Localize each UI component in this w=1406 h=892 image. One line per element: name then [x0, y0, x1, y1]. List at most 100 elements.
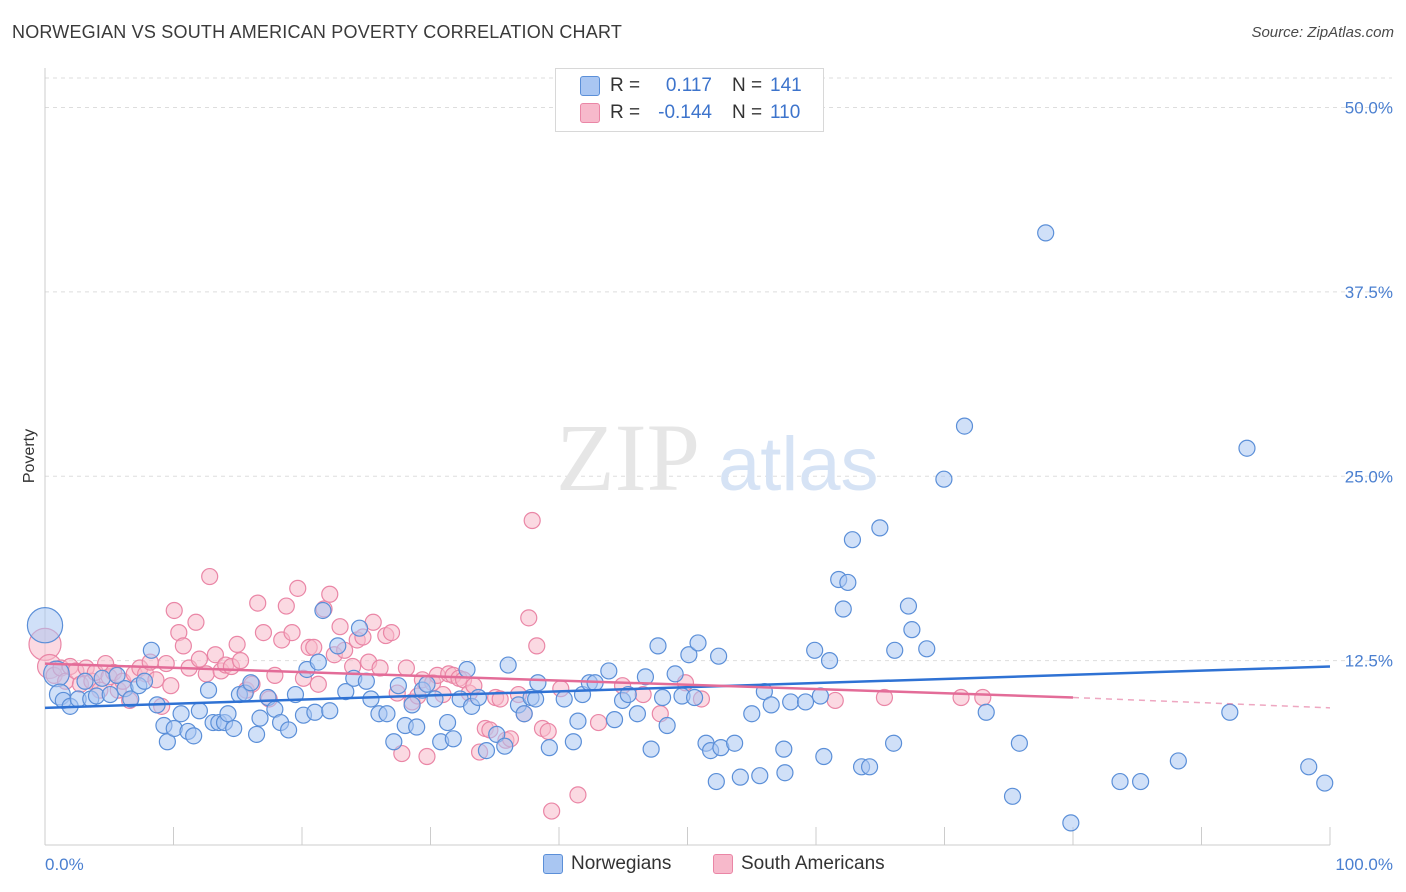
norwegian-point	[529, 674, 547, 692]
south-american-point	[331, 618, 349, 636]
norwegian-point	[225, 719, 243, 738]
south-american-trend-line	[44, 662, 1074, 699]
blue-swatch-icon	[543, 854, 563, 874]
legend-item-south-americans[interactable]: South Americans	[713, 852, 885, 876]
south-american-point	[523, 511, 541, 530]
south-american-point	[382, 623, 401, 642]
y-axis-label: Poverty	[21, 429, 38, 483]
norwegian-point	[806, 641, 824, 659]
norwegian-point	[93, 669, 111, 687]
norwegian-point	[444, 730, 462, 748]
norwegian-point	[935, 470, 953, 488]
south-american-trend-extension	[1072, 696, 1331, 709]
south-american-point	[875, 688, 894, 707]
r-label: R =	[610, 102, 641, 123]
south-american-point	[206, 646, 225, 664]
norwegian-point	[314, 601, 332, 620]
norwegian-point	[438, 713, 457, 732]
norwegian-point	[843, 531, 862, 549]
legend-label-norwegians: Norwegians	[571, 853, 672, 874]
south-american-point	[393, 744, 411, 763]
norwegian-point	[839, 573, 857, 592]
south-american-point	[543, 802, 561, 820]
norwegian-point	[628, 705, 647, 723]
norwegian-point	[782, 693, 800, 711]
norwegian-point	[306, 703, 324, 721]
norwegian-point	[389, 677, 407, 695]
norwegian-point	[247, 725, 266, 743]
norwegian-trend-line	[44, 665, 1331, 710]
legend-row-south-americans: R = -0.144 N = 110	[580, 100, 800, 126]
legend-item-norwegians[interactable]: Norwegians	[543, 852, 671, 876]
norwegian-point	[605, 711, 624, 729]
r-value: 0.117	[665, 75, 712, 96]
norwegian-point	[884, 734, 903, 752]
norwegian-point	[636, 668, 655, 686]
y-tick-label: 12.5%	[1345, 652, 1393, 671]
norwegian-point	[619, 685, 637, 704]
norwegian-point	[350, 619, 369, 637]
norwegian-point	[685, 688, 704, 707]
y-tick-label: 37.5%	[1345, 283, 1393, 302]
pink-swatch-icon	[713, 854, 733, 874]
norwegian-point	[1037, 224, 1055, 242]
south-american-point	[254, 623, 273, 642]
norwegian-point	[251, 709, 269, 727]
x-tick-label: 0.0%	[45, 855, 84, 874]
watermark-zip: ZIP	[556, 404, 700, 511]
norwegian-point	[707, 772, 725, 791]
norwegian-point	[564, 733, 582, 751]
norwegian-point	[378, 705, 396, 723]
norwegian-point	[886, 641, 904, 659]
south-american-point	[249, 594, 267, 612]
norwegian-point	[185, 727, 203, 745]
norwegian-point	[426, 690, 444, 708]
watermark: ZIP atlas	[556, 404, 879, 511]
south-american-point	[187, 613, 205, 631]
norwegian-point	[555, 690, 573, 708]
norwegian-point	[76, 672, 94, 690]
norwegian-point	[680, 646, 698, 664]
norwegian-point	[540, 739, 558, 757]
norwegian-point	[918, 640, 936, 658]
norwegian-point	[418, 675, 436, 693]
y-tick-label: 25.0%	[1345, 467, 1393, 486]
south-american-point	[231, 652, 250, 670]
norwegian-point	[569, 712, 587, 730]
norwegian-point	[1111, 772, 1129, 791]
south-american-point	[174, 637, 192, 655]
tick-labels: 12.5% 25.0% 37.5% 50.0% 0.0% 100.0%	[45, 99, 1393, 875]
norwegian-point	[496, 737, 514, 755]
norwegian-point	[403, 696, 421, 714]
data-points	[26, 224, 1334, 832]
norwegian-point	[101, 685, 119, 704]
norwegian-point	[199, 681, 218, 699]
norwegian-point	[731, 768, 749, 786]
norwegian-point	[796, 693, 815, 711]
south-american-point	[165, 601, 183, 620]
norwegian-point	[653, 688, 672, 707]
south-american-point	[321, 585, 339, 603]
norwegian-point	[329, 637, 347, 655]
south-american-point	[418, 747, 436, 766]
south-american-point	[371, 659, 389, 677]
r-label: R =	[610, 75, 641, 96]
y-tick-label: 50.0%	[1345, 99, 1393, 118]
norwegian-point	[142, 641, 160, 659]
norwegian-point	[726, 734, 744, 752]
norwegian-point	[642, 740, 660, 758]
norwegian-point	[751, 767, 769, 785]
norwegian-point	[903, 621, 921, 639]
norwegian-point	[860, 758, 879, 776]
south-american-point	[569, 786, 587, 804]
norwegian-point	[820, 652, 839, 670]
legend-row-norwegians: R = 0.117 N = 141	[580, 73, 802, 99]
south-american-point	[190, 650, 208, 668]
norwegian-point	[1300, 758, 1318, 776]
watermark-atlas: atlas	[718, 422, 879, 507]
south-american-point	[528, 637, 546, 655]
axes	[44, 68, 1331, 846]
norwegian-point	[172, 705, 190, 723]
south-american-point	[201, 567, 219, 586]
norwegian-point	[762, 696, 780, 714]
